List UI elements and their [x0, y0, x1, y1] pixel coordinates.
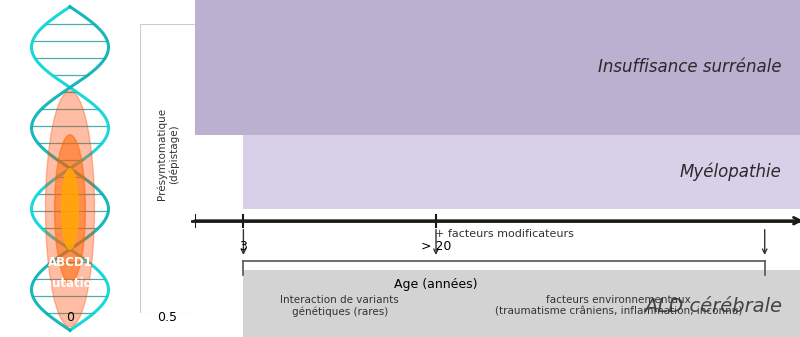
Text: Interaction de variants
génétiques (rares): Interaction de variants génétiques (rare… — [280, 295, 399, 317]
Text: Myélopathie: Myélopathie — [680, 163, 782, 181]
Text: ALD cérébrale: ALD cérébrale — [644, 297, 782, 316]
Text: facteurs environnementaux
(traumatisme crâniens, inflammation, inconnu): facteurs environnementaux (traumatisme c… — [495, 295, 742, 316]
Text: Age (années): Age (années) — [394, 278, 478, 291]
Text: > 20: > 20 — [421, 240, 451, 253]
Bar — [195, 0, 800, 135]
Bar — [243, 135, 800, 209]
Text: mutation: mutation — [40, 277, 100, 289]
Text: Insuffisance surrénale: Insuffisance surrénale — [598, 58, 782, 76]
Text: 0: 0 — [66, 311, 74, 324]
Circle shape — [62, 168, 78, 249]
Text: 3: 3 — [239, 240, 247, 253]
Circle shape — [46, 91, 94, 327]
Circle shape — [54, 135, 86, 283]
Text: 0.5: 0.5 — [158, 311, 178, 324]
Bar — [243, 270, 800, 337]
Text: Présymtomatique
(dépistage): Présymtomatique (dépistage) — [156, 108, 179, 200]
Text: + facteurs modificateurs: + facteurs modificateurs — [434, 229, 574, 239]
Text: ABCD1: ABCD1 — [48, 256, 92, 269]
